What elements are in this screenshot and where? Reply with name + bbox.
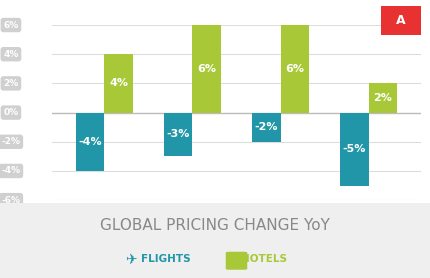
Text: ✈: ✈ [125, 252, 137, 266]
Text: -3%: -3% [167, 130, 190, 140]
Bar [341, 113, 369, 186]
Bar [252, 113, 280, 142]
Text: -4%: -4% [79, 137, 102, 147]
Bar [369, 83, 397, 113]
Text: 4%: 4% [3, 50, 18, 59]
Text: 6%: 6% [3, 21, 18, 29]
Text: HOTELS: HOTELS [242, 254, 287, 264]
Text: -5%: -5% [343, 144, 366, 154]
Bar [164, 113, 193, 156]
Bar [76, 113, 104, 171]
Text: 2%: 2% [373, 93, 392, 103]
Text: 6%: 6% [197, 64, 216, 74]
Text: -2%: -2% [1, 137, 20, 146]
Text: 4%: 4% [109, 78, 128, 88]
Text: GLOBAL PRICING CHANGE YoY: GLOBAL PRICING CHANGE YoY [100, 218, 330, 233]
FancyBboxPatch shape [226, 252, 247, 270]
Text: 2%: 2% [3, 79, 18, 88]
Bar [104, 54, 132, 113]
Text: -4%: -4% [1, 167, 21, 175]
Text: A: A [396, 14, 406, 27]
Text: 6%: 6% [285, 64, 304, 74]
Text: -2%: -2% [255, 122, 278, 132]
Bar [280, 25, 309, 113]
Text: FLIGHTS: FLIGHTS [141, 254, 190, 264]
Bar [193, 25, 221, 113]
Text: 0%: 0% [3, 108, 18, 117]
Text: -6%: -6% [1, 196, 20, 205]
